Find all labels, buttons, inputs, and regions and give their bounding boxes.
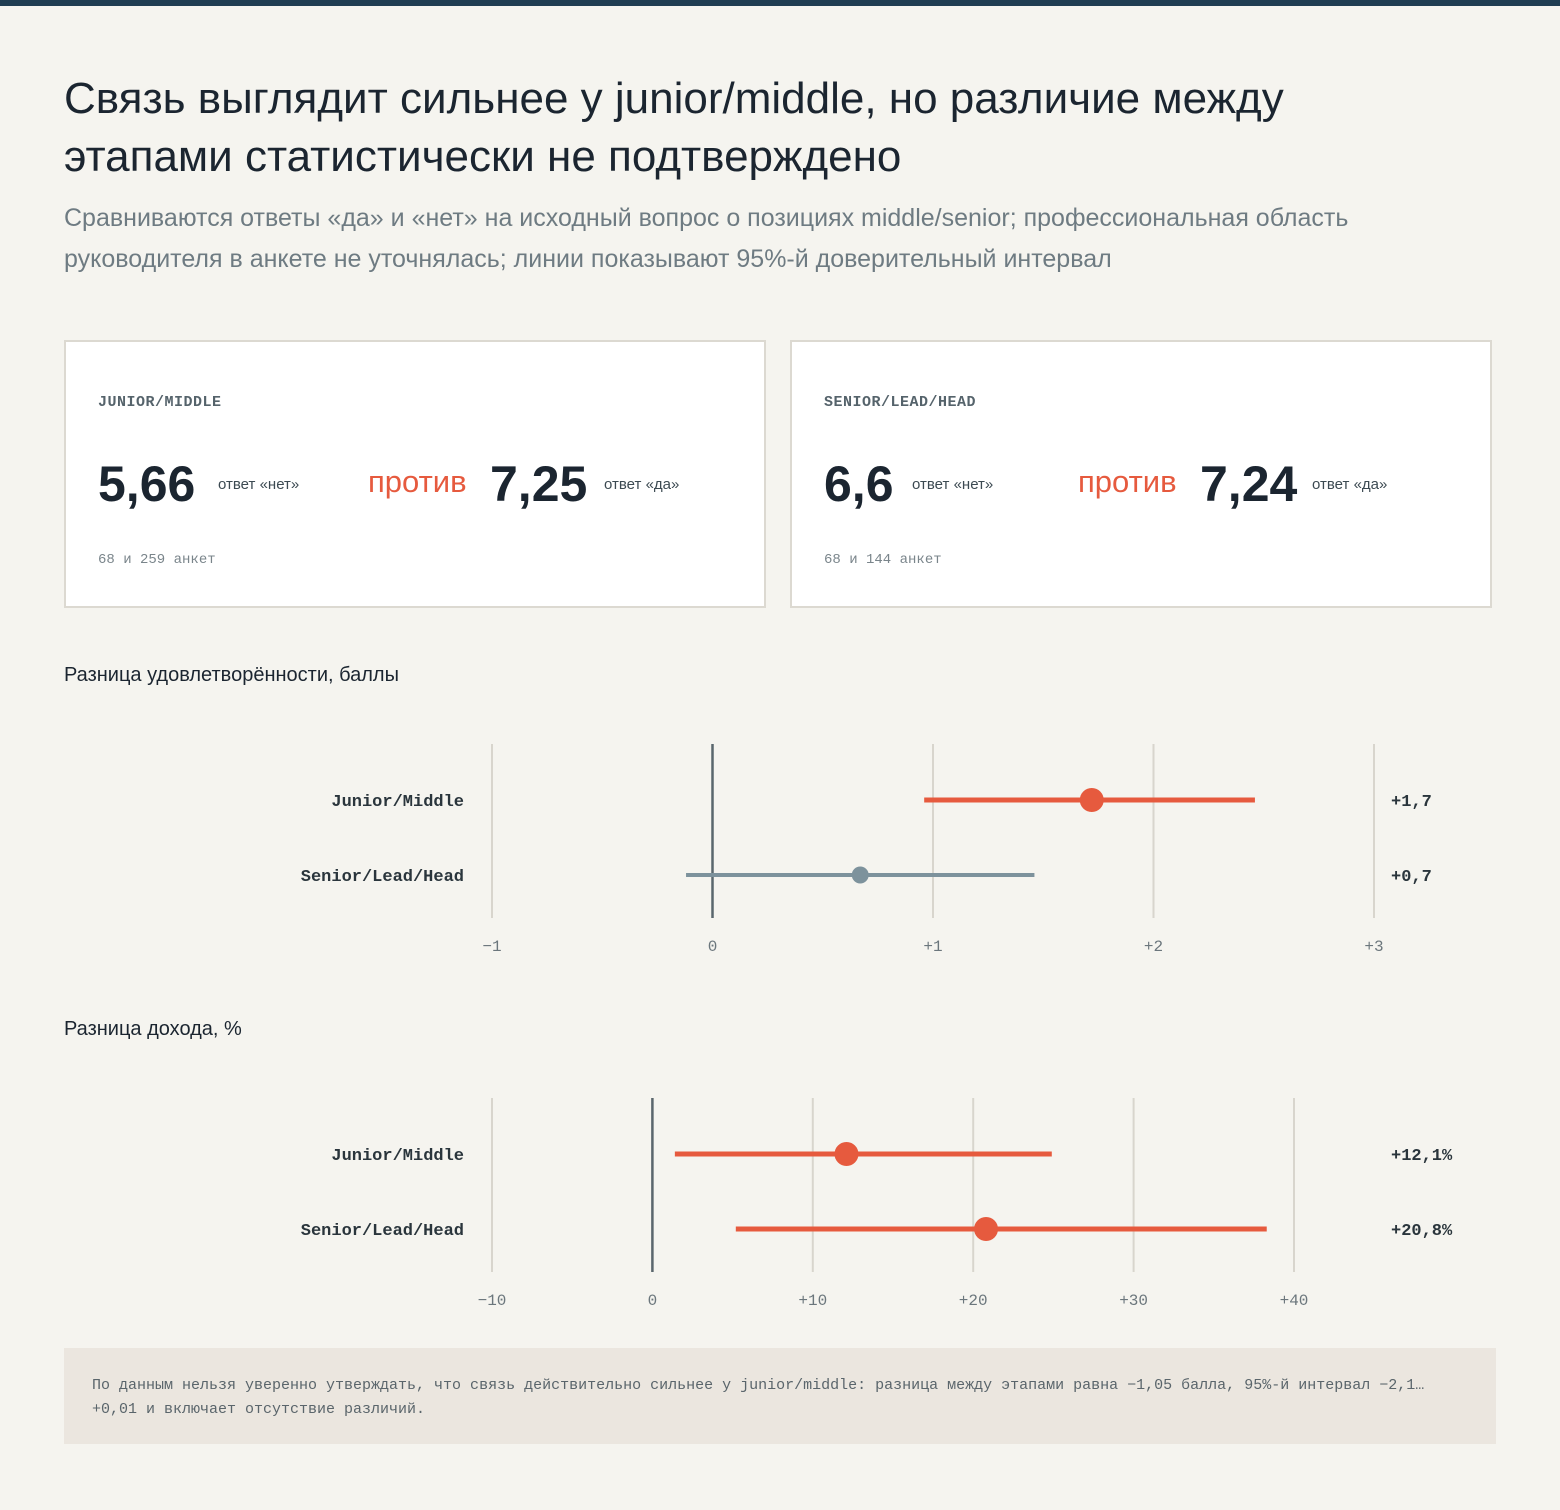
value-label: +12,1% [1391,1147,1453,1166]
value-label: +1,7 [1391,793,1432,812]
no-label: ответ «нет» [218,476,300,493]
x-tick-label: +40 [1280,1292,1309,1310]
card-junior-middle: JUNIOR/MIDDLE 5,66 ответ «нет» против 7,… [64,340,766,608]
satisfaction-diff-chart: −1 0 +1 +2 +3 Junior/Middle +1,7 Senior/Lead/He… [301,744,1432,956]
x-tick-label: 0 [648,1292,658,1310]
no-value: 6,6 [824,456,894,512]
x-tick-label: +3 [1364,938,1383,956]
yes-label: ответ «да» [604,476,680,493]
footnote: По данным нельзя уверенно утверждать, чт… [64,1348,1496,1444]
row-label: Senior/Lead/Head [301,868,464,887]
survey-count: 68 и 259 анкет [98,552,216,568]
point-estimate [974,1217,999,1241]
point-estimate [851,866,869,884]
yes-value: 7,24 [1200,456,1298,512]
point-estimate [834,1142,859,1166]
page-subtitle: Сравниваются ответы «да» и «нет» на исхо… [64,204,1349,273]
x-tick-label: +2 [1144,938,1163,956]
chart-title-satisfaction: Разница удовлетворённости, баллы [64,664,399,686]
value-label: +0,7 [1391,868,1432,887]
no-value: 5,66 [98,456,196,512]
row-label: Junior/Middle [331,793,464,812]
yes-value: 7,25 [490,456,588,512]
x-tick-label: +10 [798,1292,827,1310]
yes-label: ответ «да» [1312,476,1388,493]
income-diff-chart: −10 0 +10 +20 +30 +40 Junior/Middle +12,1% Senio… [301,1098,1453,1310]
x-tick-label: 0 [708,938,718,956]
x-tick-label: +30 [1119,1292,1148,1310]
row-label: Junior/Middle [331,1147,464,1166]
x-tick-label: +20 [959,1292,988,1310]
page-title: Связь выглядит сильнее у junior/middle, … [64,74,1284,181]
versus-text: против [1078,464,1177,499]
card-senior-lead-head: SENIOR/LEAD/HEAD 6,6 ответ «нет» против … [790,340,1492,608]
versus-text: против [368,464,467,499]
card-label: JUNIOR/MIDDLE [98,394,222,411]
value-label: +20,8% [1391,1222,1453,1241]
x-tick-label: +1 [923,938,942,956]
card-label: SENIOR/LEAD/HEAD [824,394,977,411]
point-estimate [1079,788,1104,812]
x-tick-label: −1 [482,938,501,956]
row-label: Senior/Lead/Head [301,1222,464,1241]
no-label: ответ «нет» [912,476,994,493]
x-tick-label: −10 [478,1292,507,1310]
top-accent-bar [0,0,1560,6]
survey-count: 68 и 144 анкет [824,552,942,568]
chart-title-income: Разница дохода, % [64,1018,242,1040]
